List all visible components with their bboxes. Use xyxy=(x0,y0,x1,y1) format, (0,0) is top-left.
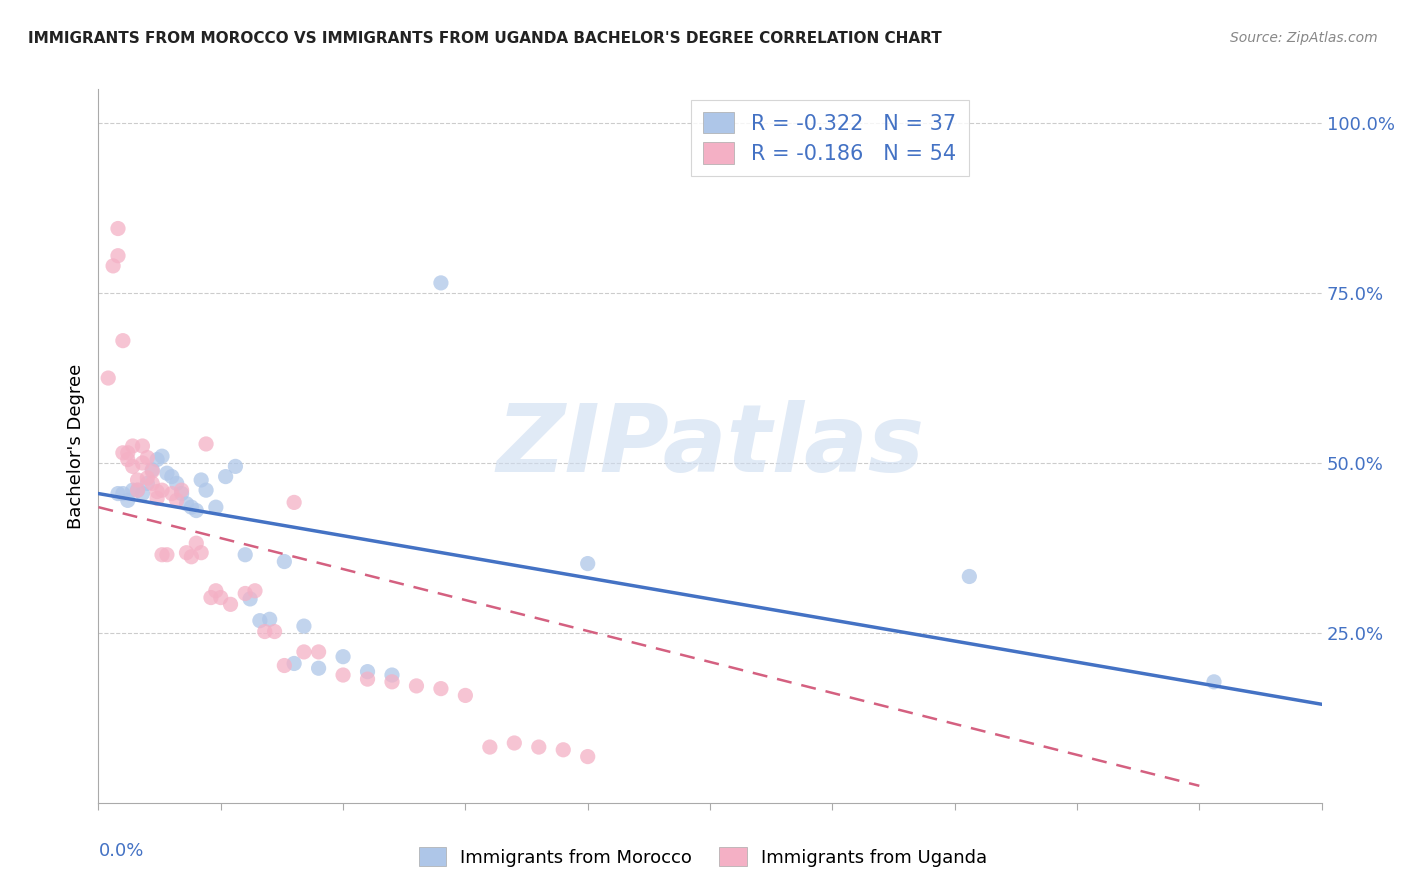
Point xyxy=(308,661,330,675)
Point xyxy=(146,484,169,499)
Point xyxy=(176,546,198,560)
Point xyxy=(356,672,378,686)
Point xyxy=(111,334,134,348)
Point xyxy=(111,446,134,460)
Point xyxy=(170,486,193,500)
Legend: Immigrants from Morocco, Immigrants from Uganda: Immigrants from Morocco, Immigrants from… xyxy=(412,840,994,874)
Point xyxy=(127,483,149,498)
Point xyxy=(219,598,242,612)
Point xyxy=(111,486,134,500)
Legend: R = -0.322   N = 37, R = -0.186   N = 54: R = -0.322 N = 37, R = -0.186 N = 54 xyxy=(690,100,969,177)
Point xyxy=(117,446,139,460)
Point xyxy=(166,493,188,508)
Point xyxy=(200,591,222,605)
Point xyxy=(576,749,599,764)
Point xyxy=(131,486,153,500)
Point xyxy=(156,548,179,562)
Point xyxy=(292,645,315,659)
Point xyxy=(553,743,575,757)
Point xyxy=(136,450,159,465)
Point xyxy=(273,658,295,673)
Point xyxy=(273,555,295,569)
Point xyxy=(381,668,404,682)
Point xyxy=(195,483,218,498)
Point xyxy=(957,569,980,583)
Point xyxy=(190,473,212,487)
Point xyxy=(101,259,124,273)
Text: IMMIGRANTS FROM MOROCCO VS IMMIGRANTS FROM UGANDA BACHELOR'S DEGREE CORRELATION : IMMIGRANTS FROM MOROCCO VS IMMIGRANTS FR… xyxy=(28,31,942,46)
Point xyxy=(160,469,183,483)
Point xyxy=(209,591,232,605)
Point xyxy=(166,476,188,491)
Point xyxy=(356,665,378,679)
Point xyxy=(141,464,163,478)
Point xyxy=(127,483,149,498)
Point xyxy=(136,476,159,491)
Point xyxy=(190,546,212,560)
Point xyxy=(503,736,526,750)
Text: Source: ZipAtlas.com: Source: ZipAtlas.com xyxy=(1230,31,1378,45)
Y-axis label: Bachelor's Degree: Bachelor's Degree xyxy=(66,363,84,529)
Point xyxy=(117,493,139,508)
Point xyxy=(195,437,218,451)
Point xyxy=(214,469,236,483)
Point xyxy=(117,452,139,467)
Point xyxy=(146,491,169,506)
Point xyxy=(263,624,285,639)
Point xyxy=(141,463,163,477)
Point xyxy=(576,557,599,571)
Point xyxy=(180,549,202,564)
Point xyxy=(107,221,129,235)
Point xyxy=(308,645,330,659)
Point xyxy=(160,486,183,500)
Point xyxy=(180,500,202,515)
Text: ZIPatlas: ZIPatlas xyxy=(496,400,924,492)
Point xyxy=(141,476,163,491)
Point xyxy=(205,583,228,598)
Point xyxy=(205,500,228,515)
Point xyxy=(405,679,427,693)
Point xyxy=(292,619,315,633)
Point xyxy=(121,483,143,498)
Point xyxy=(224,459,246,474)
Point xyxy=(259,612,281,626)
Text: 0.0%: 0.0% xyxy=(98,842,143,860)
Point xyxy=(283,657,305,671)
Point xyxy=(136,471,159,485)
Point xyxy=(233,548,256,562)
Point xyxy=(150,483,173,498)
Point xyxy=(249,614,271,628)
Point xyxy=(1202,674,1225,689)
Point xyxy=(156,466,179,480)
Point xyxy=(107,249,129,263)
Point xyxy=(107,486,129,500)
Point xyxy=(430,681,453,696)
Point xyxy=(127,473,149,487)
Point xyxy=(253,624,276,639)
Point xyxy=(243,583,266,598)
Point xyxy=(131,439,153,453)
Point xyxy=(186,503,208,517)
Point xyxy=(150,548,173,562)
Point xyxy=(131,456,153,470)
Point xyxy=(233,586,256,600)
Point xyxy=(283,495,305,509)
Point xyxy=(527,740,550,755)
Point xyxy=(430,276,453,290)
Point xyxy=(239,591,262,606)
Point xyxy=(186,536,208,550)
Point xyxy=(97,371,120,385)
Point xyxy=(332,649,354,664)
Point xyxy=(146,452,169,467)
Point xyxy=(381,674,404,689)
Point xyxy=(176,497,198,511)
Point xyxy=(121,459,143,474)
Point xyxy=(121,439,143,453)
Point xyxy=(478,740,501,755)
Point xyxy=(170,483,193,498)
Point xyxy=(454,689,477,703)
Point xyxy=(150,449,173,463)
Point xyxy=(332,668,354,682)
